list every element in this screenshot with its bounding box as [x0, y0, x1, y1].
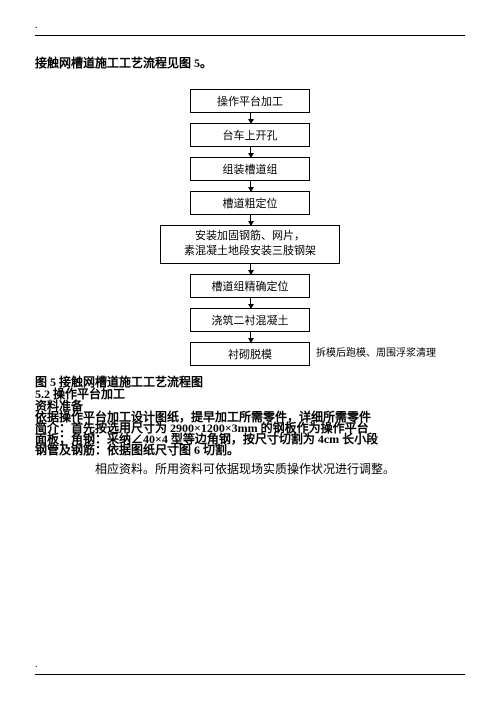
flow-arrow [250, 181, 251, 191]
flow-arrow [250, 215, 251, 225]
bottom-rule [35, 674, 465, 675]
flow-arrow [250, 332, 251, 342]
body-overlap: 依据操作平台加工设计图纸，提早加工所需零件，详细所需零件简介：首先按选用尺寸为 … [35, 410, 465, 458]
body-para2: 相应资料。所用资料可依据现场实质操作状况进行调整。 [35, 460, 465, 477]
flow-node: 安装加固钢筋、网片， 素混凝土地段安装三肢钢架 [160, 225, 340, 264]
top-rule [35, 35, 465, 36]
flow-arrow [250, 264, 251, 274]
flow-arrow [250, 298, 251, 308]
flow-node: 操作平台加工 [190, 89, 310, 113]
flow-node: 组装槽道组 [190, 157, 310, 181]
flow-arrow [250, 113, 251, 123]
flow-node: 台车上开孔 [190, 123, 310, 147]
page-marker-bottom: . [35, 659, 465, 670]
flow-arrow [250, 147, 251, 157]
flow-side-text: 拆模后跑模、周围浮浆清理 [316, 344, 436, 359]
page-bottom: . [35, 659, 465, 675]
flow-node: 衬砌脱模 [190, 342, 310, 366]
intro-text: 接触网槽道施工工艺流程见图 5。 [35, 54, 465, 71]
caption-block: 图 5 接触网槽道施工工艺流程图5.2 操作平台加工资料准备 [35, 374, 465, 415]
flow-node: 浇筑二衬混凝土 [190, 308, 310, 332]
flow-node: 槽道组精确定位 [190, 274, 310, 298]
flowchart: 操作平台加工台车上开孔组装槽道组槽道粗定位安装加固钢筋、网片， 素混凝土地段安装… [35, 89, 465, 366]
page-marker-top: . [35, 20, 465, 31]
flow-node: 槽道粗定位 [190, 191, 310, 215]
